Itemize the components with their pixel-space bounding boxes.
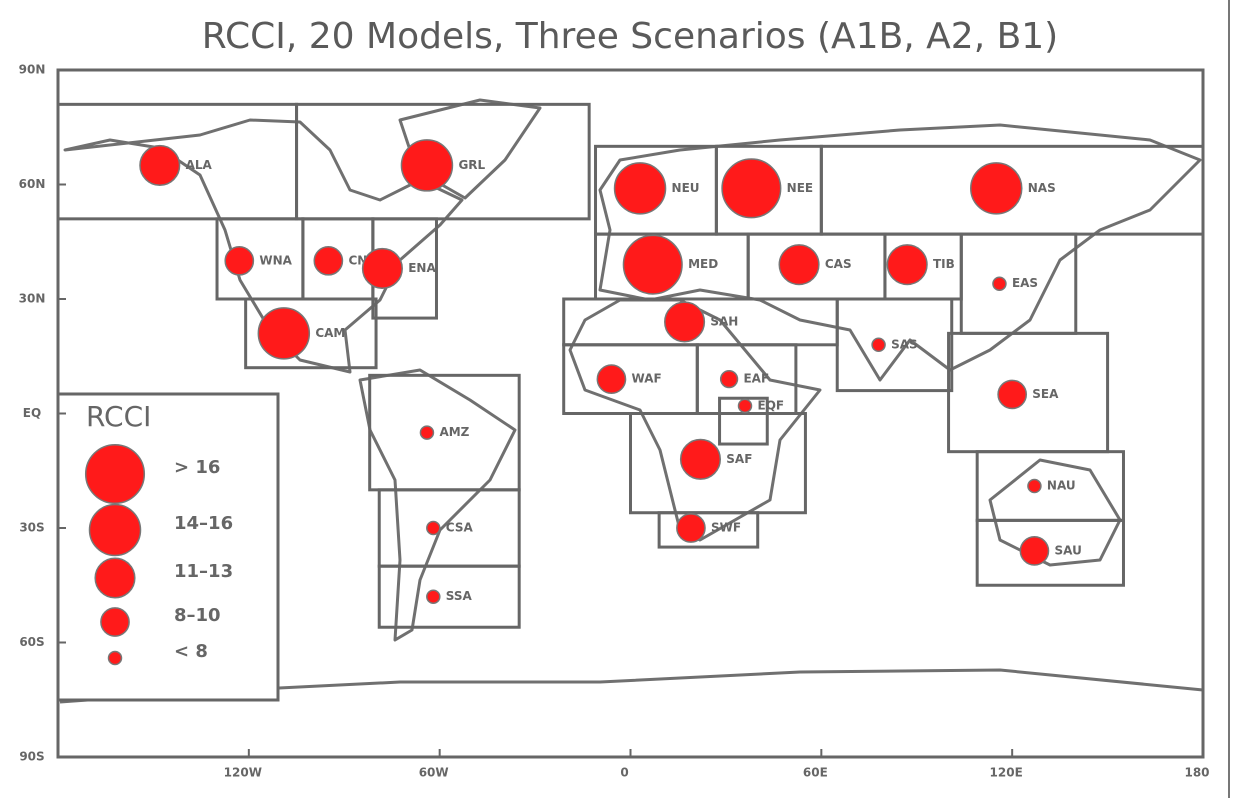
region-bubble	[778, 244, 820, 286]
region-box	[295, 102, 591, 221]
region-label: NAS	[1028, 181, 1056, 195]
region-label: WAF	[632, 372, 662, 386]
region-bubble	[679, 438, 722, 480]
region-bubble	[719, 370, 739, 389]
region-box	[835, 297, 954, 393]
x-tick-label: 60E	[803, 766, 828, 780]
region-bubble	[992, 276, 1007, 291]
region-label: CAS	[825, 257, 852, 271]
region-bubble	[737, 398, 753, 414]
region-bubble	[426, 520, 441, 536]
region-label: NEU	[672, 181, 700, 195]
region-bubble	[676, 513, 706, 543]
legend-title: RCCI	[86, 400, 151, 433]
region-box	[947, 331, 1110, 454]
region-bubble	[970, 162, 1023, 215]
legend-label: > 16	[174, 457, 220, 478]
region-bubble	[871, 337, 886, 353]
x-tick-label: 180	[1184, 766, 1209, 780]
region-label: ENA	[408, 261, 436, 275]
region-box	[377, 564, 521, 629]
region-label: EAS	[1012, 276, 1038, 290]
x-tick-label: 120E	[990, 766, 1023, 780]
region-bubble	[997, 379, 1028, 410]
legend-bubble	[100, 607, 130, 637]
region-label: AMZ	[439, 425, 469, 439]
region-box	[562, 343, 699, 415]
region-bubble	[419, 425, 435, 440]
x-tick-label: 120W	[224, 766, 262, 780]
region-label: GRL	[458, 158, 485, 172]
region-label: SSA	[446, 589, 473, 603]
legend-bubble	[88, 503, 142, 557]
y-tick-label: 60S	[19, 635, 44, 649]
region-bubble	[613, 162, 667, 215]
region-label: EAF	[743, 372, 769, 386]
y-tick-label: 90S	[19, 750, 44, 764]
region-label: SWF	[711, 521, 741, 535]
y-tick-label: 30S	[19, 521, 44, 535]
y-tick-label: 90N	[19, 63, 46, 77]
region-bubble	[361, 247, 403, 290]
y-tick-label: 60N	[19, 177, 46, 191]
region-label: MED	[688, 257, 718, 271]
region-bubble	[1027, 478, 1042, 494]
legend-bubble	[107, 650, 123, 666]
region-label: NAU	[1047, 479, 1076, 493]
region-label: EQF	[758, 398, 785, 412]
x-tick-label: 60W	[419, 766, 449, 780]
legend-label: 14–16	[174, 513, 233, 534]
y-tick-label: EQ	[23, 406, 41, 420]
south-america	[358, 368, 517, 642]
y-tick-label: 30N	[19, 292, 46, 306]
x-tick-label: 0	[620, 766, 628, 780]
region-label: ALA	[186, 158, 213, 172]
eurasia	[598, 123, 1202, 382]
region-bubble	[721, 158, 782, 219]
australia	[988, 458, 1122, 567]
region-bubble	[622, 234, 683, 295]
legend-bubble	[84, 443, 146, 505]
legend-label: < 8	[174, 641, 208, 662]
region-box	[244, 297, 378, 370]
region-bubble	[664, 301, 706, 343]
region-label: TIB	[933, 257, 955, 271]
region-label: SAU	[1055, 543, 1082, 557]
legend-bubble	[94, 557, 136, 599]
region-bubble	[596, 364, 627, 394]
region-bubble	[139, 144, 181, 186]
region-label: SAH	[710, 314, 738, 328]
region-bubble	[1019, 536, 1050, 566]
title: RCCI, 20 Models, Three Scenarios (A1B, A…	[202, 16, 1058, 57]
region-label: WNA	[259, 253, 292, 267]
region-bubble	[224, 245, 255, 276]
legend-label: 11–13	[174, 561, 233, 582]
region-label: SAF	[726, 452, 752, 466]
region-bubble	[886, 244, 928, 286]
region-label: SAS	[891, 337, 918, 351]
region-label: CSA	[446, 521, 474, 535]
region-box	[975, 518, 1125, 587]
legend-label: 8–10	[174, 605, 221, 626]
region-bubble	[400, 139, 454, 192]
region-box	[657, 511, 760, 549]
region-label: SEA	[1032, 387, 1059, 401]
region-bubble	[426, 589, 441, 604]
region-bubble	[313, 245, 344, 276]
region-label: NEE	[787, 181, 813, 195]
region-label: CAM	[315, 326, 345, 340]
legend-box	[56, 392, 280, 702]
region-box	[718, 396, 769, 446]
region-bubble	[257, 307, 311, 360]
